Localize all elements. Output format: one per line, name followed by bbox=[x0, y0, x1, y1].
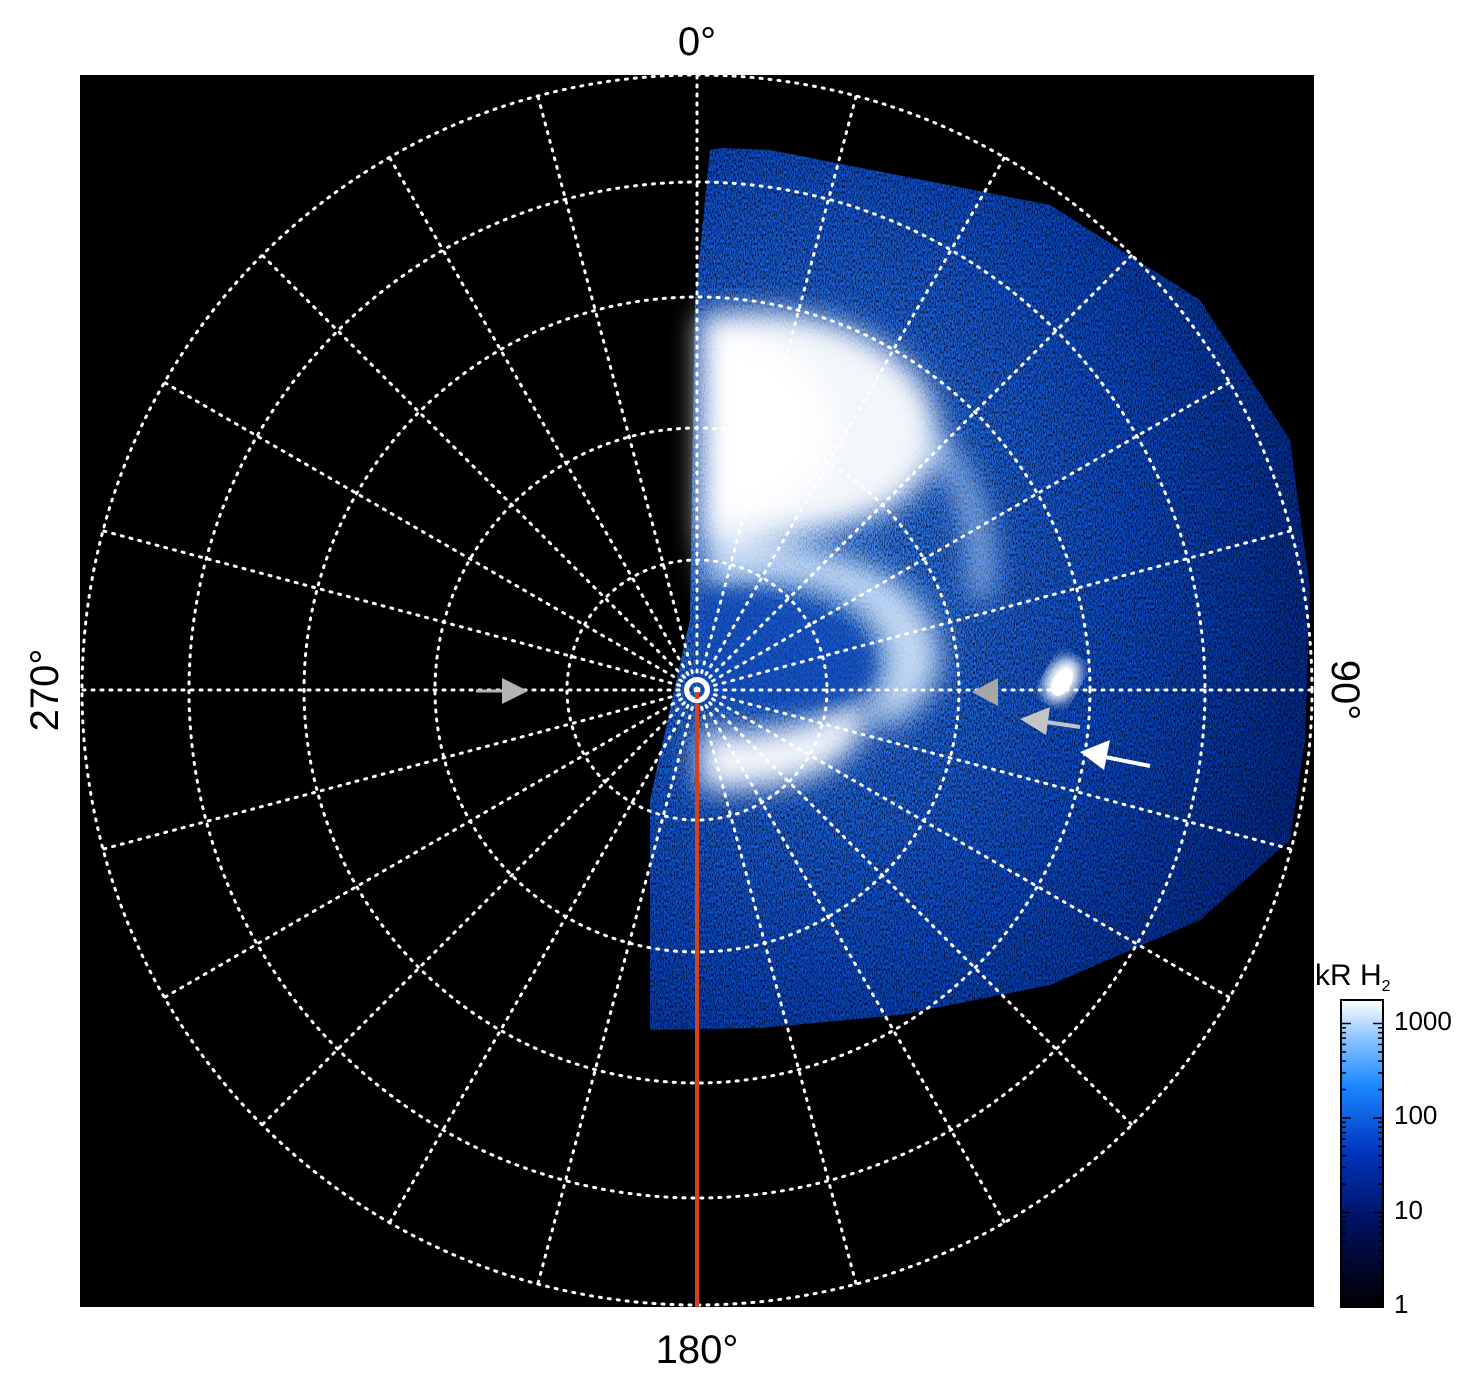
gray-arrow-lower bbox=[1020, 707, 1081, 735]
colorbar-title: kR H2 bbox=[1315, 959, 1391, 995]
colorbar-tick-100: 100 bbox=[1394, 1100, 1437, 1130]
meridian-315 bbox=[260, 253, 699, 692]
gray-arrow-left bbox=[476, 678, 528, 704]
meridian-300 bbox=[162, 381, 699, 692]
white-arrow-lower bbox=[1080, 740, 1151, 770]
meridian-75 bbox=[695, 529, 1293, 692]
colorbar: kR H2 1000 100 10 1 bbox=[1315, 959, 1452, 1319]
meridian-150 bbox=[695, 688, 1006, 1225]
meridian-105 bbox=[695, 688, 1293, 851]
meridian-240 bbox=[162, 688, 699, 999]
colorbar-gradient bbox=[1340, 999, 1384, 1308]
pole-marker bbox=[684, 677, 710, 703]
meridian-45 bbox=[695, 253, 1134, 692]
meridian-255 bbox=[101, 688, 699, 851]
meridian-30 bbox=[695, 155, 1006, 692]
meridian-285 bbox=[101, 529, 699, 692]
meridian-165 bbox=[695, 688, 858, 1286]
meridian-120 bbox=[695, 688, 1232, 999]
gray-arrow-mid bbox=[972, 678, 998, 706]
colorbar-tick-1: 1 bbox=[1394, 1289, 1408, 1319]
meridian-195 bbox=[536, 688, 699, 1286]
label-top-0deg: 0° bbox=[678, 20, 716, 64]
meridian-345 bbox=[536, 94, 699, 692]
colorbar-tick-1000: 1000 bbox=[1394, 1006, 1452, 1036]
meridian-210 bbox=[388, 688, 699, 1225]
label-left-270deg: 270° bbox=[23, 649, 67, 732]
label-right-90deg: 90° bbox=[1323, 660, 1367, 721]
meridian-225 bbox=[260, 688, 699, 1127]
meridian-135 bbox=[695, 688, 1134, 1127]
meridian-lines bbox=[80, 75, 1314, 1307]
label-bottom-180deg: 180° bbox=[656, 1328, 739, 1372]
colorbar-tick-10: 10 bbox=[1394, 1195, 1423, 1225]
meridian-330 bbox=[388, 155, 699, 692]
meridian-15 bbox=[695, 94, 858, 692]
meridian-60 bbox=[695, 381, 1232, 692]
